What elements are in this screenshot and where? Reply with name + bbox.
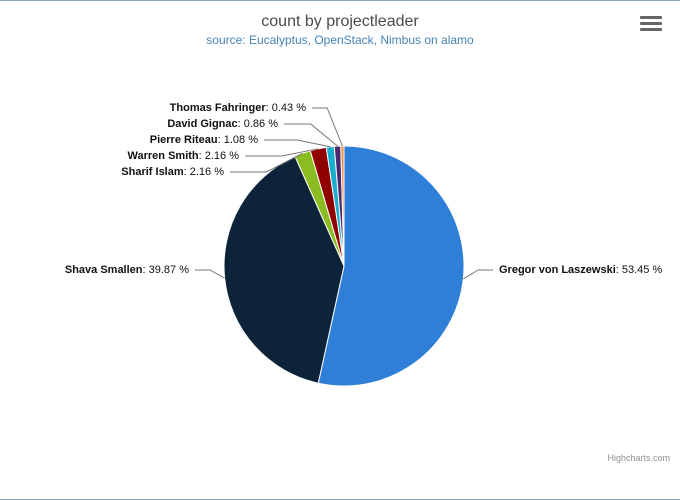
credits-link[interactable]: Highcharts.com [607,453,670,463]
chart-subtitle: source: Eucalyptus, OpenStack, Nimbus on… [4,31,676,47]
chart-container: count by projectleader source: Eucalyptu… [0,0,680,500]
label-connector [264,140,330,147]
label-connector [463,270,493,279]
pie-svg: Gregor von Laszewski: 53.45 % Shava Small… [4,71,676,451]
label-connector [312,108,342,146]
plot-background: count by projectleader source: Eucalyptu… [4,1,676,467]
slice-label: Sharif Islam: 2.16 % [121,166,224,178]
chart-title: count by projectleader [4,1,676,31]
label-connector [195,270,225,278]
slice-label: Gregor von Laszewski: 53.45 % [499,264,662,276]
hamburger-menu-icon[interactable] [640,13,662,31]
slice-label: Shava Smallen: 39.87 % [65,264,189,276]
slice-label: David Gignac: 0.86 % [167,118,278,130]
slice-label: Pierre Riteau: 1.08 % [150,134,258,146]
slice-label: Thomas Fahringer: 0.43 % [170,102,307,114]
slice-label: Warren Smith: 2.16 % [128,150,240,162]
pie-plot-area: Gregor von Laszewski: 53.45 % Shava Small… [4,71,676,467]
